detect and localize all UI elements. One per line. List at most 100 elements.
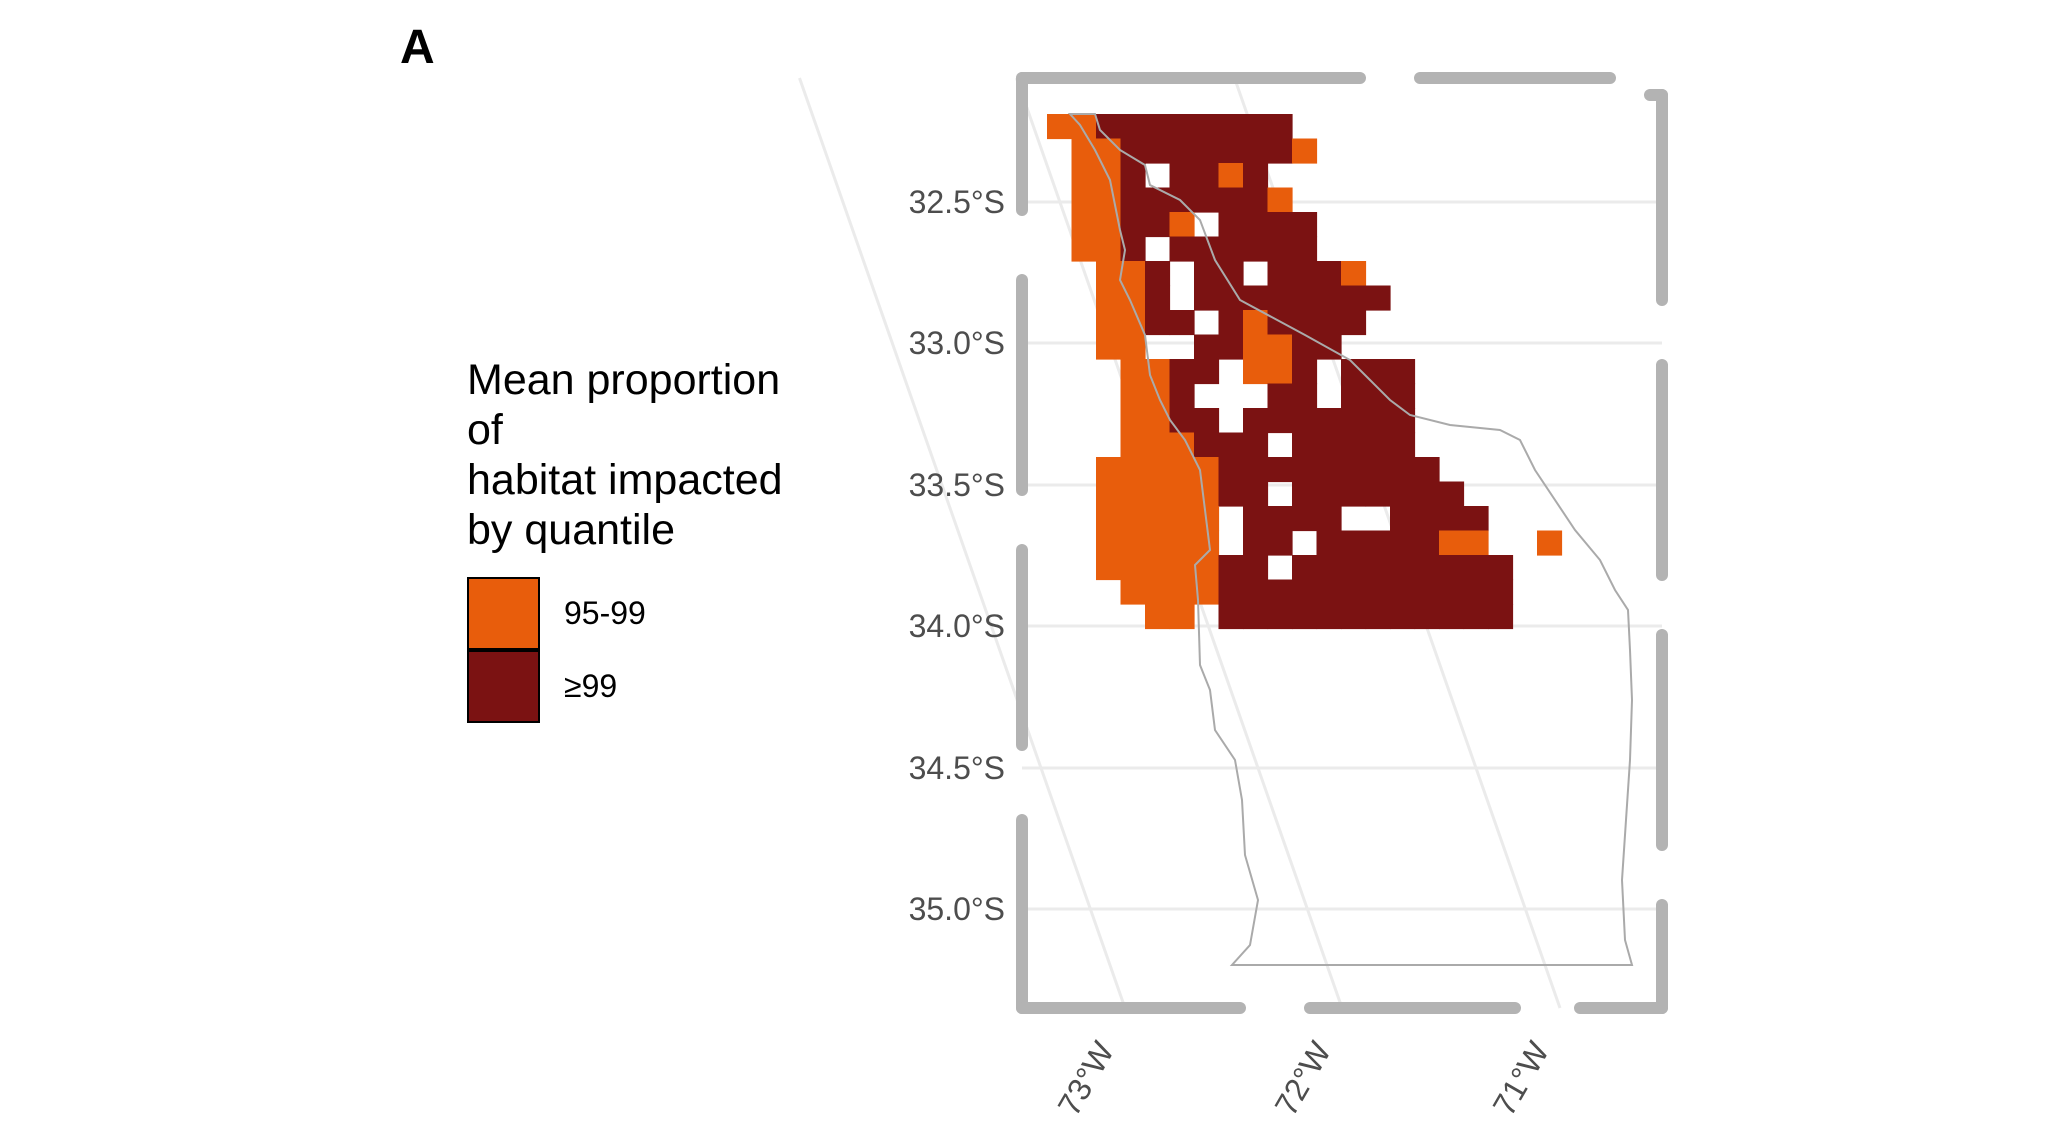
impact-cell-99-plus [1292,579,1318,605]
map-frame [1016,72,1668,1014]
impact-cell-99-plus [1218,555,1244,581]
impact-cell-99-plus [1488,555,1514,581]
impact-cell-99-plus [1194,334,1220,360]
impact-cell-95-99 [1267,359,1293,385]
impact-cell-99-plus [1267,579,1293,605]
impact-cell-99-plus [1120,114,1146,140]
impact-cell-99-plus [1243,457,1269,483]
impact-cell-99-plus [1316,555,1342,581]
impact-cell-95-99 [1169,555,1195,581]
impact-cell-99-plus [1316,285,1342,311]
impact-cell-99-plus [1267,383,1293,409]
impact-cell-99-plus [1243,187,1269,213]
latitude-tick-label: 33.5°S [909,467,1005,503]
impact-cell-99-plus [1267,604,1293,630]
impact-cell-99-plus [1243,285,1269,311]
impact-cell-99-plus [1365,579,1391,605]
impact-cell-99-plus [1194,163,1220,189]
impact-cell-95-99 [1218,163,1244,189]
legend-title: Mean proportion of habitat impacted by q… [467,356,783,554]
impact-cell-99-plus [1169,114,1195,140]
impact-cell-99-plus [1267,457,1293,483]
impact-cell-99-plus [1267,530,1293,556]
impact-cell-99-plus [1120,138,1146,164]
latitude-tick-label: 35.0°S [909,891,1005,927]
impact-cell-99-plus [1218,236,1244,262]
impact-cell-99-plus [1390,432,1416,458]
impact-cell-99-plus [1169,359,1195,385]
impact-cell-99-plus [1218,261,1244,287]
impact-cell-95-99 [1096,334,1122,360]
impact-cell-95-99 [1145,579,1171,605]
impact-cell-99-plus [1316,432,1342,458]
impact-cell-99-plus [1316,481,1342,507]
impact-cell-99-plus [1243,530,1269,556]
impact-cell-99-plus [1218,481,1244,507]
impact-cell-99-plus [1169,138,1195,164]
impact-cell-95-99 [1243,310,1269,336]
impact-cell-95-99 [1341,261,1367,287]
impact-cell-99-plus [1243,138,1269,164]
impact-cell-95-99 [1169,579,1195,605]
impact-cell-99-plus [1194,261,1220,287]
impact-cell-95-99 [1120,261,1146,287]
impact-cell-99-plus [1292,285,1318,311]
impact-cell-99-plus [1169,408,1195,434]
impact-cell-99-plus [1194,114,1220,140]
impact-cell-99-plus [1463,604,1489,630]
impact-cell-99-plus [1365,481,1391,507]
impact-cell-95-99 [1047,114,1073,140]
impact-cell-95-99 [1169,481,1195,507]
legend-items: 95-99 ≥99 [467,577,783,723]
impact-cell-99-plus [1292,481,1318,507]
impact-cell-95-99 [1463,530,1489,556]
impact-cell-99-plus [1292,555,1318,581]
impact-cell-99-plus [1243,604,1269,630]
impact-cell-95-99 [1194,555,1220,581]
impact-cell-99-plus [1243,114,1269,140]
impact-cell-95-99 [1292,138,1318,164]
impact-cell-99-plus [1365,432,1391,458]
impact-cell-99-plus [1292,604,1318,630]
impact-cell-99-plus [1218,310,1244,336]
impact-cell-99-plus [1292,261,1318,287]
impact-cell-99-plus [1341,579,1367,605]
impact-cell-99-plus [1218,604,1244,630]
latitude-tick-label: 34.5°S [909,750,1005,786]
impact-cell-99-plus [1390,555,1416,581]
legend-swatch-99-plus [467,650,540,723]
impact-cell-99-plus [1341,285,1367,311]
impact-cell-99-plus [1267,138,1293,164]
impact-cell-99-plus [1292,212,1318,238]
impact-cell-95-99 [1120,334,1146,360]
impact-cell-99-plus [1365,604,1391,630]
impact-cell-95-99 [1145,530,1171,556]
impact-cell-95-99 [1145,604,1171,630]
impact-cell-99-plus [1316,579,1342,605]
impact-cell-99-plus [1096,114,1122,140]
impact-cell-99-plus [1316,530,1342,556]
impact-cell-99-plus [1390,579,1416,605]
impact-cell-99-plus [1292,408,1318,434]
impact-cell-99-plus [1243,555,1269,581]
coastline [1067,113,1634,966]
latitude-labels: 32.5°S 33.0°S 33.5°S 34.0°S 34.5°S 35.0°S [909,184,1005,927]
impact-cell-99-plus [1341,530,1367,556]
impact-cell-99-plus [1414,555,1440,581]
impact-cell-99-plus [1292,506,1318,532]
impact-cell-95-99 [1243,334,1269,360]
impact-cell-95-99 [1096,506,1122,532]
impact-cell-99-plus [1243,579,1269,605]
longitude-tick-label: 71°W [1486,1035,1557,1122]
impact-cell-99-plus [1243,163,1269,189]
impact-cell-95-99 [1169,506,1195,532]
impact-cell-95-99 [1145,481,1171,507]
impact-cell-99-plus [1341,555,1367,581]
impact-cell-99-plus [1218,432,1244,458]
impact-cell-99-plus [1292,334,1318,360]
impact-cell-99-plus [1365,530,1391,556]
impact-cell-99-plus [1390,604,1416,630]
impact-cell-95-99 [1120,359,1146,385]
impact-cell-99-plus [1341,481,1367,507]
